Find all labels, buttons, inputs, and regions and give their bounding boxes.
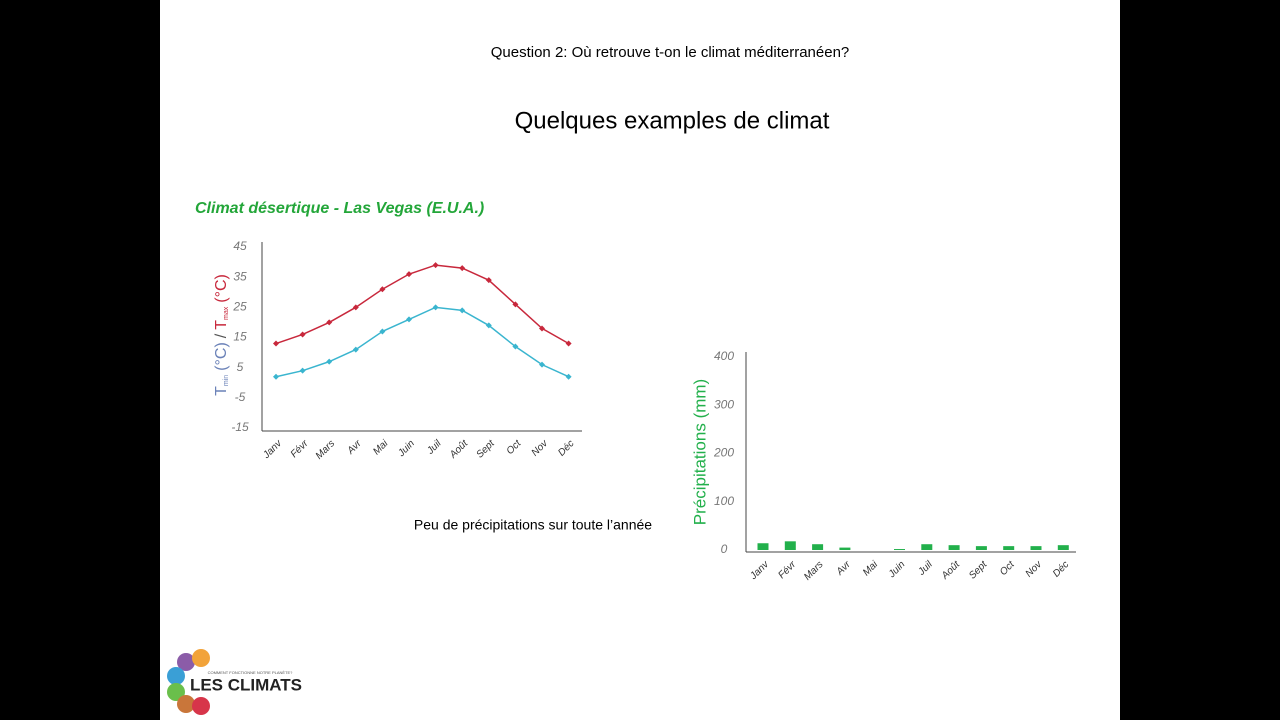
data-point	[379, 286, 386, 293]
y-tick-label: 45	[233, 239, 247, 253]
data-point	[512, 301, 519, 308]
y-tick-label: 200	[713, 446, 734, 460]
bar	[975, 546, 987, 550]
caption: Peu de précipitations sur toute l’année	[414, 517, 652, 533]
y-tick-label: 25	[232, 300, 247, 314]
bar	[921, 544, 933, 550]
y-tick-label: 0	[721, 542, 728, 556]
y-label-unit: (°C)	[213, 342, 230, 371]
y-axis-label: Tmin (°C) / Tmax (°C)	[213, 274, 230, 396]
bar	[1057, 545, 1069, 550]
data-line	[275, 264, 569, 345]
data-point	[299, 331, 306, 338]
slide-title: Quelques examples de climat	[515, 107, 830, 134]
data-point	[539, 361, 545, 368]
data-point	[432, 304, 439, 311]
data-point	[352, 346, 359, 353]
chart-title: Climat désertique - Las Vegas (E.U.A.)	[195, 200, 484, 217]
data-point	[326, 358, 333, 365]
y-label-symbol: T	[213, 320, 230, 330]
y-tick-label: -15	[231, 420, 249, 434]
y-label-subscript: max	[223, 306, 230, 320]
data-point	[539, 325, 545, 332]
data-point	[459, 265, 466, 272]
data-point	[406, 271, 412, 278]
data-point	[459, 307, 466, 314]
y-tick-label: 5	[237, 360, 244, 374]
data-line	[275, 306, 569, 378]
bar	[948, 545, 960, 550]
y-tick-label: 300	[714, 397, 734, 411]
data-point	[485, 322, 492, 329]
y-label-separator: /	[213, 333, 230, 338]
y-axis-label: Précipitations (mm)	[690, 379, 709, 525]
y-tick-label: 15	[233, 330, 247, 344]
data-point	[273, 340, 279, 347]
data-point	[485, 277, 492, 284]
bar	[812, 544, 824, 550]
bar	[1030, 546, 1042, 550]
bar	[894, 549, 905, 550]
logo-name: LES CLIMATS	[190, 675, 302, 694]
data-point	[565, 340, 572, 347]
data-point	[406, 316, 412, 323]
y-tick-label: -5	[235, 390, 246, 404]
y-tick-label: 100	[714, 494, 734, 508]
bar	[1003, 546, 1015, 550]
question: Question 2: Où retrouve t-on le climat m…	[491, 44, 850, 61]
data-point	[512, 343, 519, 350]
bar	[784, 541, 796, 550]
slide-background	[160, 0, 1120, 720]
data-point	[299, 367, 306, 374]
data-point	[352, 304, 359, 311]
y-tick-label: 35	[233, 269, 247, 283]
data-point	[273, 373, 279, 380]
data-point	[326, 319, 333, 326]
data-point	[565, 373, 572, 380]
y-tick-label: 400	[714, 349, 734, 363]
y-label-subscript: min	[223, 375, 230, 386]
data-point	[379, 328, 386, 335]
y-label-symbol: T	[213, 386, 230, 396]
y-label-unit: (°C)	[213, 274, 230, 303]
bar	[757, 543, 769, 550]
logo: LES CLIMATS COMMENT FONCTIONNE NOTRE PLA…	[167, 649, 302, 715]
bar	[839, 547, 851, 550]
logo-tagline: COMMENT FONCTIONNE NOTRE PLANÈTE?	[208, 670, 294, 675]
data-point	[432, 262, 439, 269]
